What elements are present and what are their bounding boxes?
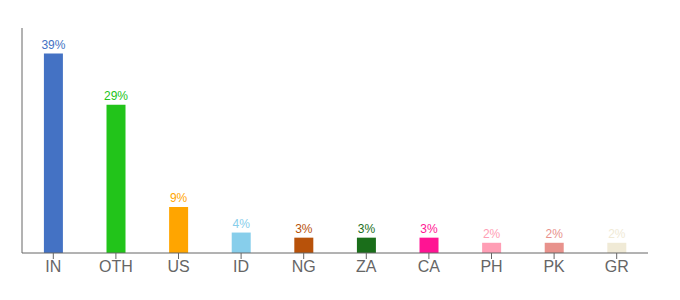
svg-text:ID: ID [233,258,249,275]
svg-text:PH: PH [480,258,502,275]
svg-text:3%: 3% [295,222,313,236]
svg-text:29%: 29% [104,89,128,103]
svg-text:3%: 3% [358,222,376,236]
svg-text:IN: IN [45,258,61,275]
svg-text:39%: 39% [41,38,65,52]
svg-text:2%: 2% [608,227,626,241]
svg-text:2%: 2% [483,227,501,241]
svg-text:GR: GR [605,258,629,275]
svg-text:CA: CA [418,258,441,275]
svg-text:PK: PK [543,258,565,275]
svg-text:9%: 9% [170,191,188,205]
svg-text:US: US [167,258,189,275]
svg-text:OTH: OTH [99,258,133,275]
svg-text:2%: 2% [546,227,564,241]
svg-text:3%: 3% [420,222,438,236]
svg-text:ZA: ZA [356,258,377,275]
svg-text:4%: 4% [233,217,251,231]
svg-text:NG: NG [292,258,316,275]
